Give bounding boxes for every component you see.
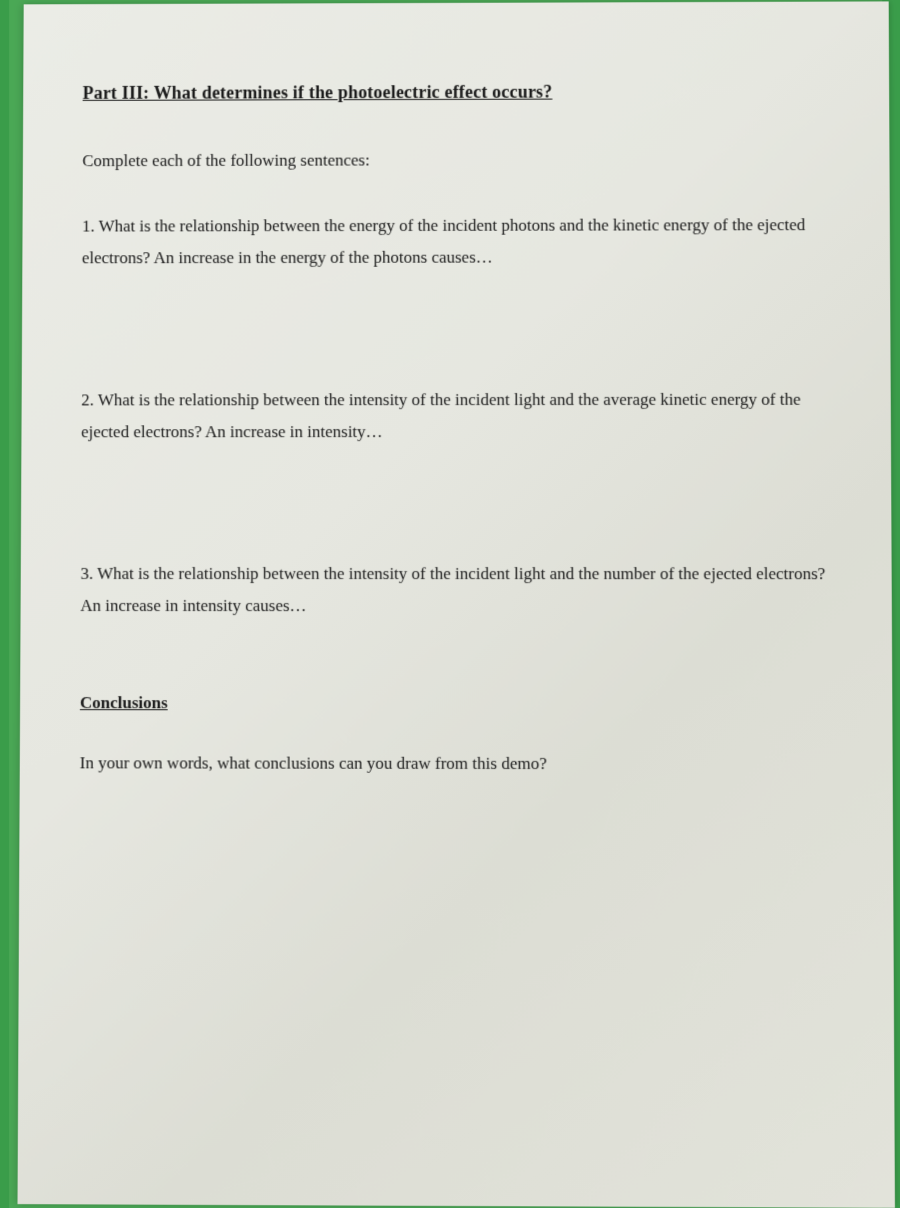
question-1: 1. What is the relationship between the … [82,209,835,275]
worksheet-page: Part III: What determines if the photoel… [18,1,895,1207]
question-3: 3. What is the relationship between the … [80,558,836,623]
question-2: 2. What is the relationship between the … [81,383,836,448]
section-title: Part III: What determines if the photoel… [83,81,835,104]
instruction-text: Complete each of the following sentences… [82,149,834,171]
conclusions-heading: Conclusions [80,693,837,714]
conclusion-prompt: In your own words, what conclusions can … [80,753,838,774]
